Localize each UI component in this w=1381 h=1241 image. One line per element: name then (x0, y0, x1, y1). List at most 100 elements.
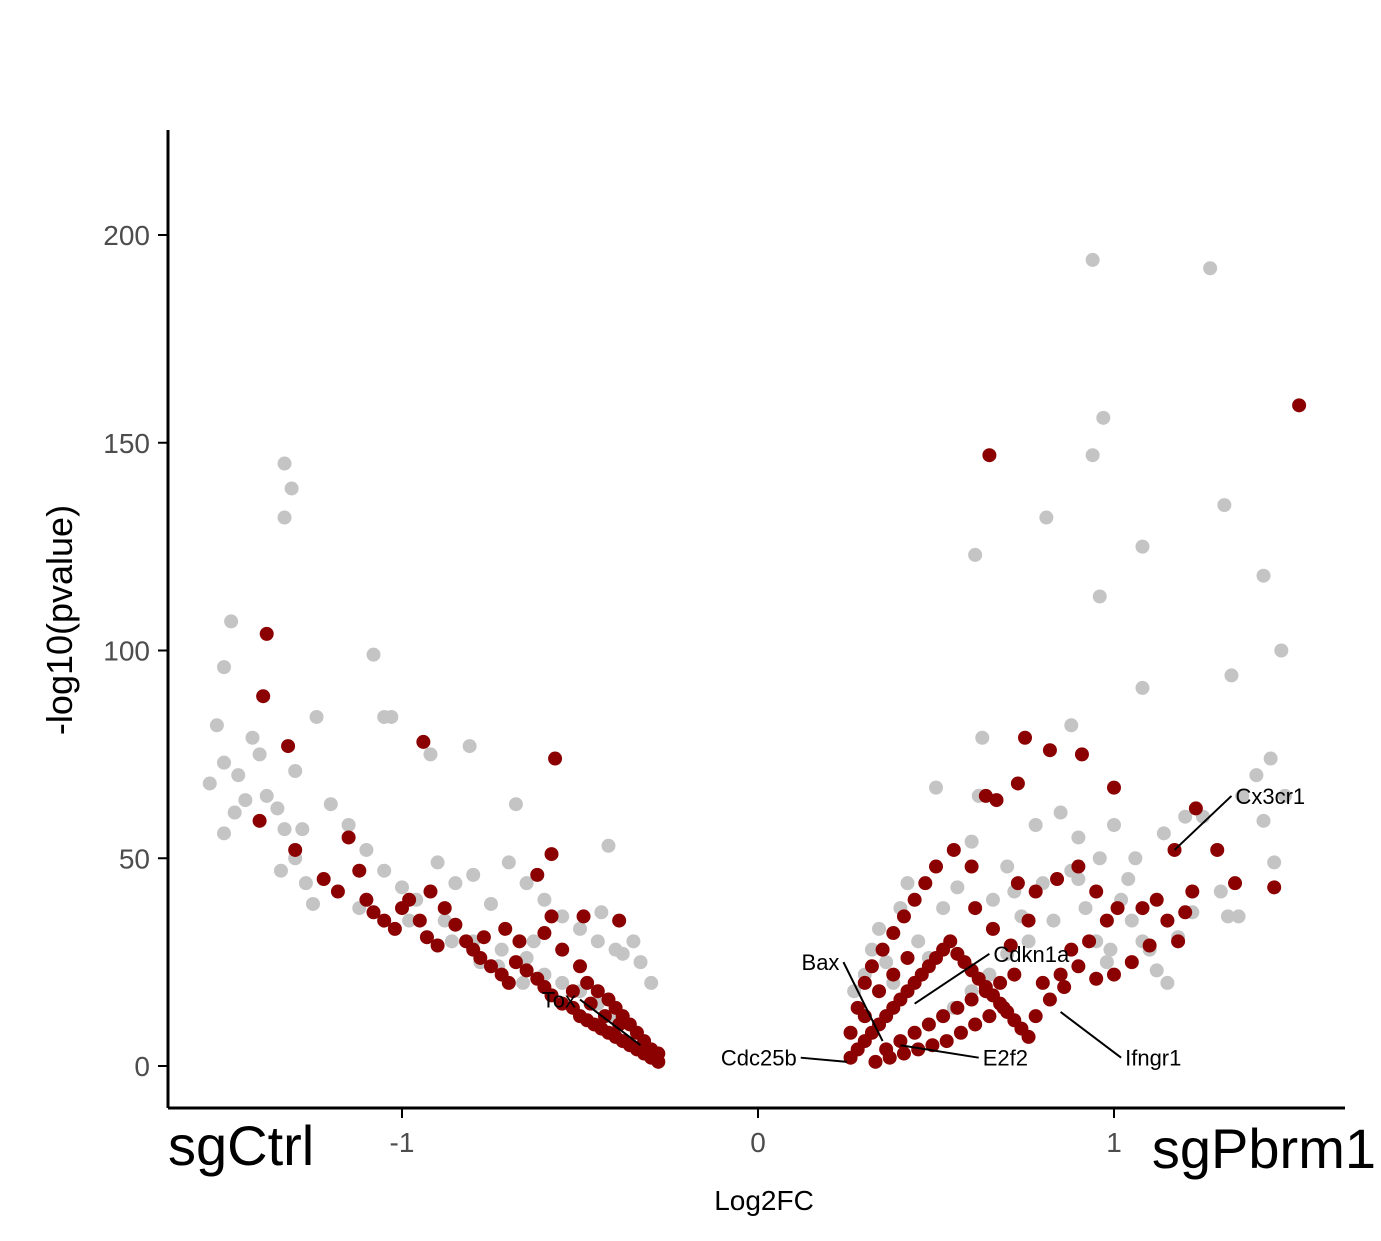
data-point (886, 967, 901, 982)
data-point (576, 909, 591, 924)
y-tick-label: 0 (134, 1051, 150, 1082)
data-point (993, 975, 1008, 990)
data-point (612, 913, 627, 928)
data-point (1210, 842, 1225, 857)
annotations-layer: Tox Bax Cdkn1a Cdc25b E2f2 Ifngr1 Cx3cr1 (542, 784, 1305, 1071)
data-point (918, 876, 933, 891)
data-point (444, 934, 459, 949)
data-point (1149, 963, 1164, 978)
data-point (633, 955, 648, 970)
series-0 (202, 252, 1292, 1024)
data-point (1064, 718, 1079, 733)
data-point (989, 793, 1004, 808)
data-point (1046, 913, 1061, 928)
data-point (1074, 747, 1089, 762)
data-point (921, 1017, 936, 1032)
data-point (416, 734, 431, 749)
data-point (1000, 859, 1015, 874)
data-point (1256, 568, 1271, 583)
data-point (900, 950, 915, 965)
data-point (651, 1046, 666, 1061)
data-point (284, 481, 299, 496)
data-point (341, 818, 356, 833)
data-point (1121, 872, 1136, 887)
data-point (330, 884, 345, 899)
gene-annotation-label: Cdkn1a (993, 942, 1070, 967)
data-point (252, 813, 267, 828)
data-point (1082, 934, 1097, 949)
data-point (1217, 498, 1232, 513)
data-point (1188, 801, 1203, 816)
annotation-leader-line (914, 952, 990, 1005)
data-point (555, 996, 570, 1011)
data-point (412, 913, 427, 928)
data-point (601, 838, 616, 853)
data-point (1021, 1029, 1036, 1044)
data-point (1092, 851, 1107, 866)
data-point (259, 788, 274, 803)
data-point (573, 921, 587, 936)
data-point (896, 1046, 911, 1061)
data-point (1057, 980, 1072, 995)
data-point (202, 776, 217, 791)
data-point (359, 842, 374, 857)
data-point (544, 988, 559, 1003)
gene-annotation-label: Bax (802, 950, 840, 975)
data-point (473, 950, 488, 965)
data-point (1071, 959, 1086, 974)
data-point (530, 867, 545, 882)
data-point (217, 826, 231, 841)
data-point (597, 1009, 612, 1024)
data-point (1135, 901, 1150, 916)
data-point (1003, 938, 1018, 953)
data-point (1028, 818, 1043, 833)
data-point (245, 730, 260, 745)
data-point (1235, 788, 1250, 803)
data-point (544, 909, 559, 924)
data-point (1085, 252, 1100, 267)
gene-annotation-label: Ifngr1 (1125, 1046, 1181, 1071)
data-point (968, 901, 983, 916)
y-tick-label: 200 (103, 220, 150, 251)
data-point (886, 926, 901, 941)
data-point (437, 913, 452, 928)
data-point (939, 1034, 954, 1049)
data-point (872, 984, 887, 999)
data-point (943, 934, 958, 949)
data-point (1160, 913, 1175, 928)
data-point (1292, 398, 1307, 413)
annotation-leader-line (900, 1044, 979, 1059)
data-point (847, 984, 862, 999)
data-point (1107, 818, 1121, 833)
x-tick-label: 0 (750, 1127, 766, 1158)
data-point (911, 934, 926, 949)
data-point (519, 963, 534, 978)
data-point (1035, 975, 1050, 990)
data-point (423, 747, 438, 762)
data-point (277, 456, 292, 471)
data-point (911, 1042, 926, 1057)
data-point (882, 1050, 897, 1065)
data-point (982, 1009, 997, 1024)
data-point (1071, 859, 1086, 874)
data-point (238, 793, 253, 808)
data-point (270, 801, 285, 816)
data-point (277, 510, 292, 525)
data-point (387, 921, 402, 936)
data-point (900, 876, 915, 891)
data-point (590, 984, 605, 999)
data-point (590, 934, 605, 949)
data-point (323, 797, 338, 812)
data-point (857, 975, 872, 990)
annotation-leader-line (1059, 1011, 1122, 1059)
data-point (1142, 938, 1157, 953)
data-point (1053, 967, 1068, 982)
data-point (1085, 448, 1100, 463)
gene-annotation-label: Cdc25b (721, 1046, 797, 1071)
data-point (494, 942, 509, 957)
x-tick-label: -1 (390, 1127, 415, 1158)
data-point (555, 909, 570, 924)
data-point (615, 946, 630, 961)
data-point (256, 689, 271, 704)
data-point (1256, 813, 1271, 828)
